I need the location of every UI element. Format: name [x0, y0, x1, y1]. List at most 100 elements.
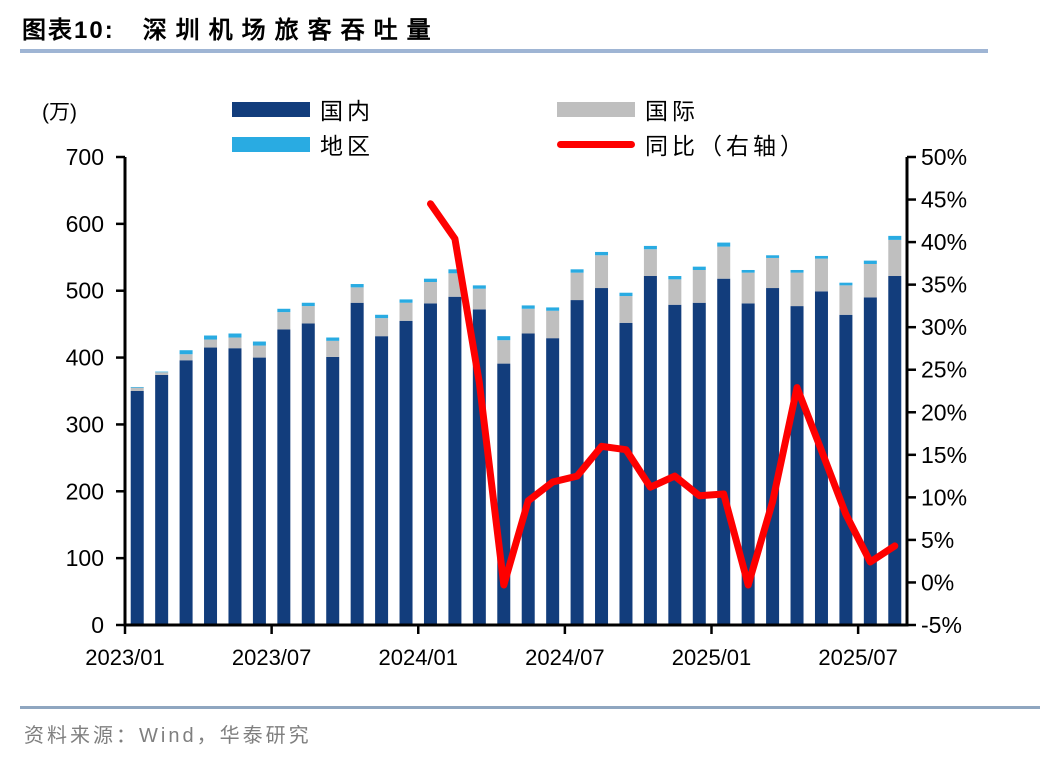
bar-segment — [130, 387, 144, 391]
bar-segment — [277, 308, 291, 313]
bar-segment — [668, 279, 682, 305]
legend-swatch-international — [557, 101, 635, 117]
right-axis-tick-label: 25% — [921, 357, 967, 383]
bar-segment — [472, 288, 486, 310]
x-axis-tick-label: 2023/01 — [85, 645, 165, 670]
bar-segment — [643, 276, 657, 625]
bar-segment — [472, 285, 486, 289]
x-axis-tick-label: 2024/07 — [525, 645, 605, 670]
left-axis-tick-label: 700 — [66, 144, 104, 170]
right-axis-tick-label: 15% — [921, 442, 967, 468]
left-axis-tick-label: 200 — [66, 478, 104, 504]
bar-segment — [546, 310, 560, 339]
bar-segment — [448, 269, 462, 274]
bar-segment — [668, 304, 682, 625]
bar-segment — [130, 391, 144, 625]
bar-segment — [350, 302, 364, 625]
bar-segment — [595, 251, 609, 256]
bar-segment — [350, 287, 364, 303]
bar-segment — [448, 296, 462, 625]
bar-segment — [692, 266, 706, 270]
bar-segment — [497, 340, 511, 364]
yoy-line-layer — [427, 200, 899, 589]
bar-segment — [863, 297, 877, 625]
bar-segment — [643, 249, 657, 276]
bar-segment — [717, 278, 731, 625]
bar-segment — [521, 333, 535, 625]
bar-segment — [595, 288, 609, 625]
bar-segment — [619, 322, 633, 625]
legend-item-yoy: 同比（右轴） — [557, 127, 807, 161]
bar-segment — [228, 348, 242, 625]
legend-label-international: 国际 — [645, 98, 699, 124]
x-axis-tick-label: 2024/01 — [378, 645, 458, 670]
bar-segment — [766, 288, 780, 625]
bar-segment — [252, 345, 266, 358]
right-axis-tick-label: 10% — [921, 484, 967, 510]
bar-segment — [155, 372, 169, 375]
bar-segment — [839, 314, 853, 625]
bar-segment — [155, 374, 169, 625]
bar-segment — [277, 329, 291, 625]
bar-segment — [179, 354, 193, 361]
bar-segment — [814, 255, 828, 259]
bar-segment — [350, 284, 364, 288]
bar-segment — [399, 299, 413, 303]
bar-segment — [521, 308, 535, 334]
bar-segment — [717, 246, 731, 279]
bar-segment — [790, 269, 804, 273]
bar-segment — [570, 272, 584, 301]
legend-item-region: 地区 — [232, 127, 374, 161]
bar-segment — [643, 245, 657, 250]
right-axis-tick-label: 30% — [921, 314, 967, 340]
bar-segment — [375, 336, 389, 625]
right-axis-tick-label: 50% — [921, 144, 967, 170]
right-axis-tick-label: 20% — [921, 399, 967, 425]
bar-segment — [204, 335, 218, 340]
yoy-line — [427, 200, 899, 589]
bars-layer — [130, 235, 902, 625]
legend-label-region: 地区 — [320, 133, 374, 159]
right-axis-tick-label: 40% — [921, 229, 967, 255]
bar-segment — [228, 333, 242, 338]
bar-segment — [692, 269, 706, 303]
bar-segment — [546, 307, 560, 311]
bar-segment — [619, 296, 633, 323]
bar-segment — [888, 235, 902, 240]
bar-segment — [790, 272, 804, 307]
bar-segment — [399, 320, 413, 625]
x-axis-tick-label: 2025/01 — [672, 645, 752, 670]
bar-segment — [766, 257, 780, 289]
tick-layer — [116, 155, 916, 634]
bar-segment — [301, 323, 315, 625]
axis-labels-layer: 0 100 200 300 400 500 600 700 -5% 0% 5% 10% 15% 20% 25… — [66, 144, 967, 670]
right-axis-tick-label: 5% — [921, 527, 954, 553]
left-axis-tick-label: 500 — [66, 278, 104, 304]
left-axis-tick-label: 100 — [66, 545, 104, 571]
left-axis-tick-label: 0 — [91, 612, 104, 638]
figure-header: 图表10: 深圳机场旅客吞吐量 — [22, 10, 440, 45]
bar-segment — [228, 337, 242, 349]
bar-segment — [326, 340, 340, 357]
axes-layer — [123, 157, 909, 627]
right-axis-tick-label: 0% — [921, 569, 954, 595]
left-axis-tick-label: 400 — [66, 345, 104, 371]
x-axis-tick-label: 2023/07 — [232, 645, 312, 670]
bar-segment — [717, 242, 731, 247]
bar-segment — [155, 371, 169, 373]
bar-segment — [741, 303, 755, 625]
bar-segment — [179, 360, 193, 625]
bar-segment — [839, 285, 853, 315]
bar-segment — [326, 356, 340, 625]
legend-item-international: 国际 — [557, 92, 699, 126]
bar-segment — [252, 357, 266, 625]
legend-item-domestic: 国内 — [232, 92, 374, 126]
bar-segment — [204, 339, 218, 348]
left-axis-tick-label: 300 — [66, 411, 104, 437]
bar-segment — [619, 292, 633, 297]
right-axis-tick-label: 35% — [921, 272, 967, 298]
page-title: 深圳机场旅客吞吐量 — [142, 17, 440, 44]
legend-label-domestic: 国内 — [320, 98, 374, 124]
bar-segment — [570, 269, 584, 273]
right-axis-tick-label: 45% — [921, 187, 967, 213]
